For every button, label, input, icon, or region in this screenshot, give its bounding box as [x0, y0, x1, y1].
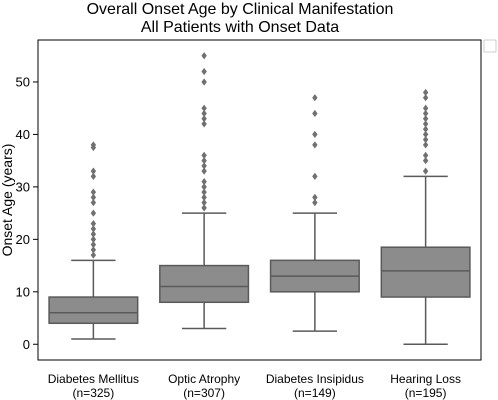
outlier-point: [201, 199, 207, 207]
outlier-point: [422, 136, 429, 144]
outlier-point: [312, 130, 318, 139]
outlier-point: [201, 151, 207, 160]
box-group: [269, 94, 360, 332]
outlier-point: [90, 246, 97, 254]
outlier-point: [422, 94, 429, 102]
outlier-point: [312, 94, 318, 102]
outlier-point: [312, 109, 318, 118]
outlier-point: [422, 151, 429, 160]
outlier-point: [201, 104, 207, 112]
outlier-point: [201, 162, 207, 170]
outlier-point: [201, 193, 207, 201]
outlier-point: [201, 52, 207, 60]
outlier-point: [90, 167, 97, 175]
outlier-point: [90, 225, 97, 233]
box-group: [159, 52, 250, 330]
outlier-point: [422, 167, 429, 175]
y-tick-label: 0: [23, 337, 30, 352]
outlier-point: [422, 120, 429, 128]
category-count-label: (n=325): [73, 386, 115, 400]
iqr-box: [48, 296, 139, 325]
y-tick-label: 30: [16, 179, 30, 194]
x-axis: Diabetes Mellitus(n=325)Optic Atrophy(n=…: [48, 372, 461, 400]
category-count-label: (n=307): [183, 386, 225, 400]
category-count-label: (n=149): [294, 386, 336, 400]
outlier-point: [90, 220, 97, 228]
category-label: Diabetes Mellitus: [48, 372, 139, 386]
box-group: [48, 141, 139, 340]
outlier-point: [90, 193, 97, 201]
outlier-point: [201, 167, 207, 175]
outlier-point: [90, 235, 97, 243]
outlier-point: [201, 109, 207, 118]
outlier-point: [90, 172, 97, 180]
box-group: [380, 88, 471, 346]
y-tick-label: 40: [16, 127, 30, 142]
outlier-point: [90, 199, 97, 207]
category-label: Hearing Loss: [390, 372, 461, 386]
outlier-point: [312, 141, 318, 149]
chart-subtitle: All Patients with Onset Data: [141, 19, 339, 36]
outlier-point: [90, 141, 97, 149]
legend-box: [483, 39, 497, 53]
outlier-point: [201, 204, 207, 212]
outlier-point: [90, 251, 97, 259]
y-axis-label: Onset Age (years): [0, 144, 15, 257]
iqr-box: [380, 246, 471, 298]
chart-title: Overall Onset Age by Clinical Manifestat…: [87, 1, 394, 18]
outlier-point: [201, 157, 207, 165]
outlier-point: [312, 193, 318, 201]
outlier-point: [90, 240, 97, 249]
category-count-label: (n=195): [405, 386, 447, 400]
outlier-point: [422, 125, 429, 133]
outlier-point: [312, 199, 318, 207]
boxes: [48, 52, 471, 346]
y-tick-label: 50: [16, 74, 30, 89]
outlier-point: [201, 78, 207, 86]
y-tick-label: 20: [16, 232, 30, 247]
outlier-point: [201, 120, 207, 128]
outlier-point: [90, 188, 97, 196]
outlier-point: [201, 115, 207, 123]
outlier-point: [312, 172, 318, 180]
outlier-point: [201, 178, 207, 186]
y-axis: 0 10 20 30 40 50: [16, 74, 38, 352]
outlier-point: [90, 230, 97, 238]
outlier-point: [422, 115, 429, 123]
outlier-point: [201, 183, 207, 191]
outlier-point: [422, 157, 429, 165]
outlier-point: [422, 141, 429, 149]
iqr-box: [159, 264, 250, 304]
category-label: Diabetes Insipidus: [266, 372, 364, 386]
outlier-point: [422, 109, 429, 118]
outlier-point: [201, 67, 207, 76]
outlier-point: [90, 209, 97, 217]
outlier-point: [201, 188, 207, 196]
outlier-point: [422, 130, 429, 139]
category-label: Optic Atrophy: [168, 372, 240, 386]
outlier-point: [422, 88, 429, 97]
y-tick-label: 10: [16, 284, 30, 299]
outlier-point: [422, 104, 429, 112]
